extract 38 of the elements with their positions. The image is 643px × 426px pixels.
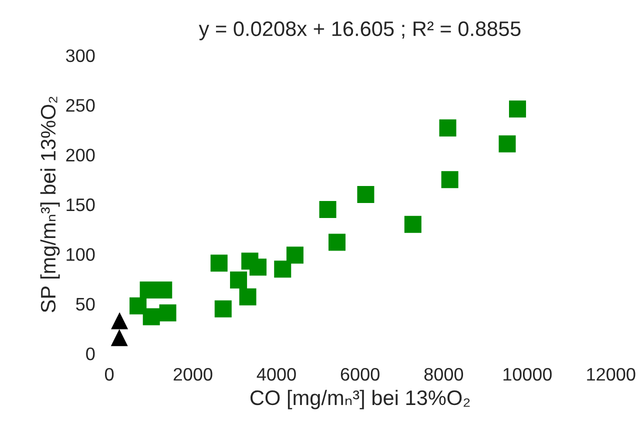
point (130, 297, 147, 314)
x-tick-label: 12000 (587, 368, 636, 381)
y-tick-label: 300 (66, 49, 95, 62)
point (110, 329, 128, 346)
point (111, 312, 128, 330)
point (439, 119, 456, 136)
x-tick-label: 6000 (340, 368, 380, 381)
y-tick-label: 100 (66, 248, 95, 261)
y-tick-label: 50 (76, 298, 95, 311)
point (357, 186, 374, 204)
x-tick-label: 8000 (424, 368, 464, 381)
point (250, 258, 267, 276)
x-tick-label: 10000 (504, 368, 552, 381)
y-tick-label: 250 (66, 99, 95, 112)
point (286, 246, 304, 264)
x-tick-label: 4000 (256, 368, 296, 381)
y-tick-label: 200 (66, 148, 95, 162)
y-tick-label: 150 (66, 198, 95, 212)
x-tick-label: 2000 (174, 368, 212, 381)
point (441, 171, 458, 188)
point (404, 216, 422, 233)
point (328, 234, 346, 251)
point (142, 308, 160, 326)
y-axis-title: SP [mg/mₙ³] bei 13%O₂ (40, 96, 60, 312)
point (230, 272, 248, 289)
point (210, 254, 228, 272)
x-tick-label: 0 (104, 368, 114, 381)
point (159, 304, 176, 322)
point (509, 100, 526, 118)
point (155, 281, 172, 298)
point (214, 300, 232, 318)
point (274, 260, 292, 278)
point (498, 135, 516, 152)
point (319, 200, 336, 218)
point (239, 288, 256, 306)
y-tick-label: 0 (86, 348, 95, 360)
chart-title: y = 0.0208x + 16.605 ; R² = 0.8855 (198, 21, 520, 40)
x-axis-title: CO [mg/mₙ³] bei 13%O₂ (250, 390, 470, 410)
